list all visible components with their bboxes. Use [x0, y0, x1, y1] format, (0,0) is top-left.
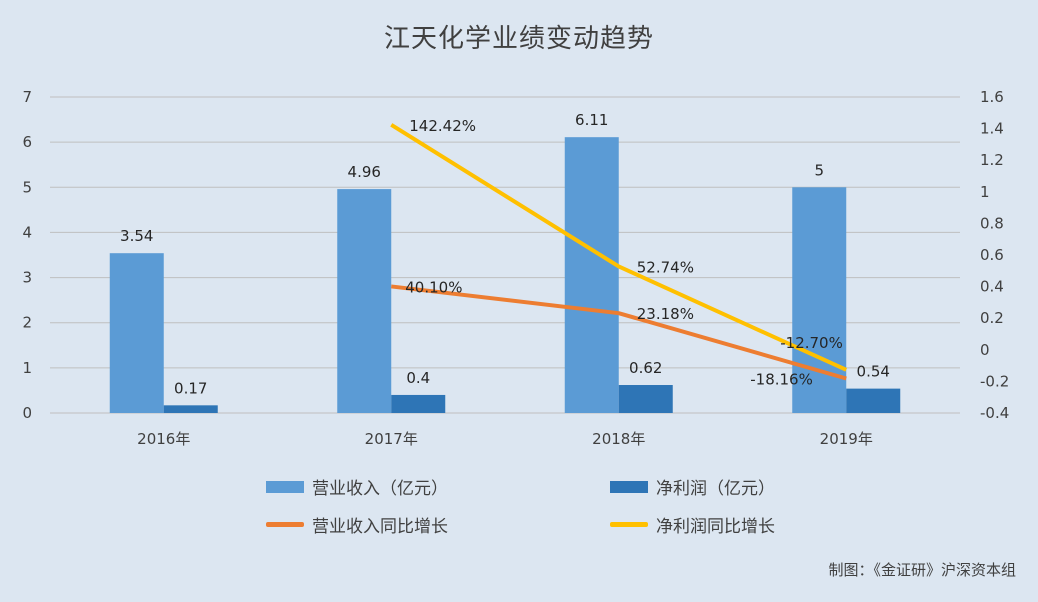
- legend-item-profit-growth: 净利润同比增长: [610, 512, 775, 537]
- legend-swatch-net-profit: [610, 480, 648, 493]
- bar-data-label: 0.62: [629, 359, 662, 377]
- left-axis-tick-label: 4: [22, 223, 32, 241]
- line-data-label: 52.74%: [637, 258, 694, 276]
- right-axis-tick-label: 1.4: [980, 120, 1004, 138]
- bar-revenue: [564, 137, 619, 414]
- legend-label-net-profit: 净利润（亿元）: [656, 479, 775, 499]
- bar-revenue: [109, 253, 164, 413]
- chart-title: 江天化学业绩变动趋势: [383, 24, 654, 54]
- right-axis-tick-label: 0.6: [980, 246, 1004, 264]
- bar-net-profit: [163, 405, 218, 413]
- left-axis-tick-label: 1: [22, 359, 32, 377]
- legend-item-net-profit: 净利润（亿元）: [610, 474, 775, 499]
- bar-data-label: 5: [814, 161, 824, 179]
- bar-data-label: 6.11: [575, 111, 608, 129]
- right-axis-tick-label: 0: [980, 341, 990, 359]
- x-axis-tick-label: 2017年: [365, 430, 418, 448]
- line-data-label: -18.16%: [750, 370, 813, 388]
- x-axis-tick-label: 2016年: [137, 430, 190, 448]
- bar-data-label: 0.17: [174, 379, 207, 397]
- x-axis-tick-label: 2019年: [820, 430, 873, 448]
- legend-swatch-revenue-growth: [266, 522, 304, 527]
- legend-item-revenue: 营业收入（亿元）: [266, 474, 448, 499]
- right-axis-tick-label: 0.8: [980, 214, 1004, 232]
- legend-label-profit-growth: 净利润同比增长: [656, 517, 775, 537]
- right-axis-tick-label: -0.4: [980, 404, 1009, 422]
- legend-item-revenue-growth: 营业收入同比增长: [266, 512, 448, 537]
- left-axis-tick-label: 3: [22, 269, 32, 287]
- left-axis-tick-label: 2: [22, 314, 32, 332]
- x-axis-tick-label: 2018年: [592, 430, 645, 448]
- left-axis-tick-label: 5: [22, 178, 32, 196]
- bar-data-label: 3.54: [120, 227, 153, 245]
- left-axis-tick-label: 0: [22, 404, 32, 422]
- bar-net-profit: [618, 385, 673, 413]
- line-data-label: 40.10%: [405, 278, 462, 296]
- bar-net-profit: [846, 388, 901, 413]
- legend-label-revenue: 营业收入（亿元）: [312, 479, 448, 499]
- source-note: 制图：《金证研》沪深资本组: [828, 561, 1016, 579]
- left-axis-tick-label: 7: [22, 88, 32, 106]
- left-axis-tick-label: 6: [22, 133, 32, 151]
- line-data-label: 23.18%: [637, 305, 694, 323]
- bar-net-profit: [391, 394, 446, 413]
- right-axis-tick-label: 1.2: [980, 151, 1004, 169]
- line-data-label: 142.42%: [409, 117, 476, 135]
- bar-revenue: [337, 189, 392, 413]
- right-axis-tick-label: -0.2: [980, 372, 1009, 390]
- bar-data-label: 4.96: [348, 163, 381, 181]
- right-axis-tick-label: 0.2: [980, 309, 1004, 327]
- right-axis-tick-label: 0.4: [980, 278, 1004, 296]
- bar-data-label: 0.54: [857, 363, 890, 381]
- line-data-label: -12.70%: [780, 334, 843, 352]
- right-axis-tick-label: 1.6: [980, 88, 1004, 106]
- line-profit-growth: [390, 123, 848, 372]
- line-revenue-growth: [391, 284, 847, 381]
- legend-label-revenue-growth: 营业收入同比增长: [312, 517, 448, 537]
- legend-swatch-revenue: [266, 480, 304, 493]
- legend-swatch-profit-growth: [610, 522, 648, 527]
- right-axis-tick-label: 1: [980, 183, 990, 201]
- bar-data-label: 0.4: [406, 369, 430, 387]
